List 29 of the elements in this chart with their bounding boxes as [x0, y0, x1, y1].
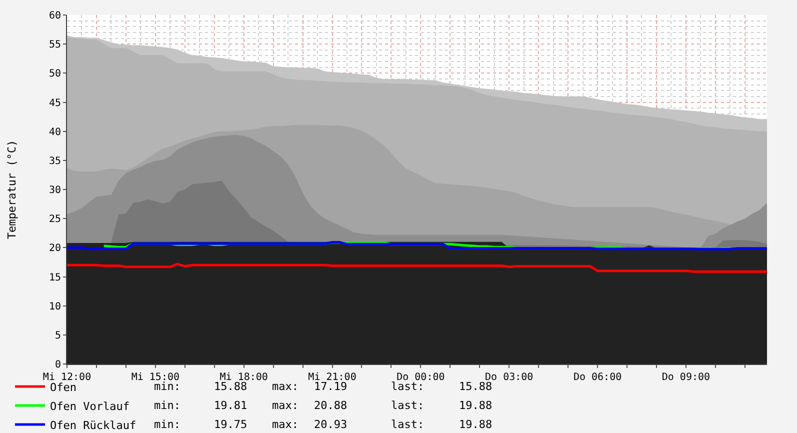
text: min: 19.81 max: 20.88 last: 19.88 — [154, 399, 492, 412]
x-tick-label: Mi 18:00 — [220, 372, 268, 383]
y-tick-label: 5 — [54, 330, 61, 342]
y-tick-label: 25 — [48, 214, 61, 226]
line-series — [67, 262, 767, 273]
y-tick-label: 35 — [48, 156, 61, 167]
legend-label: Ofen — [50, 380, 76, 394]
legend-label: Ofen Rücklauf — [50, 418, 136, 432]
y-tick-label: 0 — [54, 360, 61, 370]
y-tick-label: 55 — [48, 40, 61, 51]
y-tick-label: 50 — [48, 68, 61, 80]
y-tick-label: 15 — [48, 272, 61, 284]
y-tick-label: 10 — [48, 301, 61, 312]
legend-label: Ofen Vorlauf — [50, 400, 130, 413]
text: min: 15.88 max: 17.19 last: 15.88 — [154, 380, 492, 393]
y-tick-label: 40 — [48, 126, 61, 138]
x-tick-label: Do 06:00 — [573, 372, 622, 383]
y-tick-label: 60 — [48, 10, 61, 22]
y-tick-label: 30 — [48, 185, 61, 196]
y-tick-label: 20 — [48, 243, 61, 254]
x-tick-label: Mi 15:00 — [131, 372, 180, 383]
y-tick-label: 45 — [48, 98, 61, 109]
x-tick-label: Do 00:00 — [396, 372, 445, 383]
x-tick-label: Do 09:00 — [662, 372, 710, 383]
y-axis-title: Temperatur (°C) — [6, 140, 19, 240]
text: min: 19.75 max: 20.93 last: 19.88 — [154, 418, 492, 431]
x-tick-label: Mi 21:00 — [308, 372, 356, 383]
x-tick-label: Mi 12:00 — [42, 372, 92, 383]
x-tick-label: Do 03:00 — [485, 372, 534, 383]
